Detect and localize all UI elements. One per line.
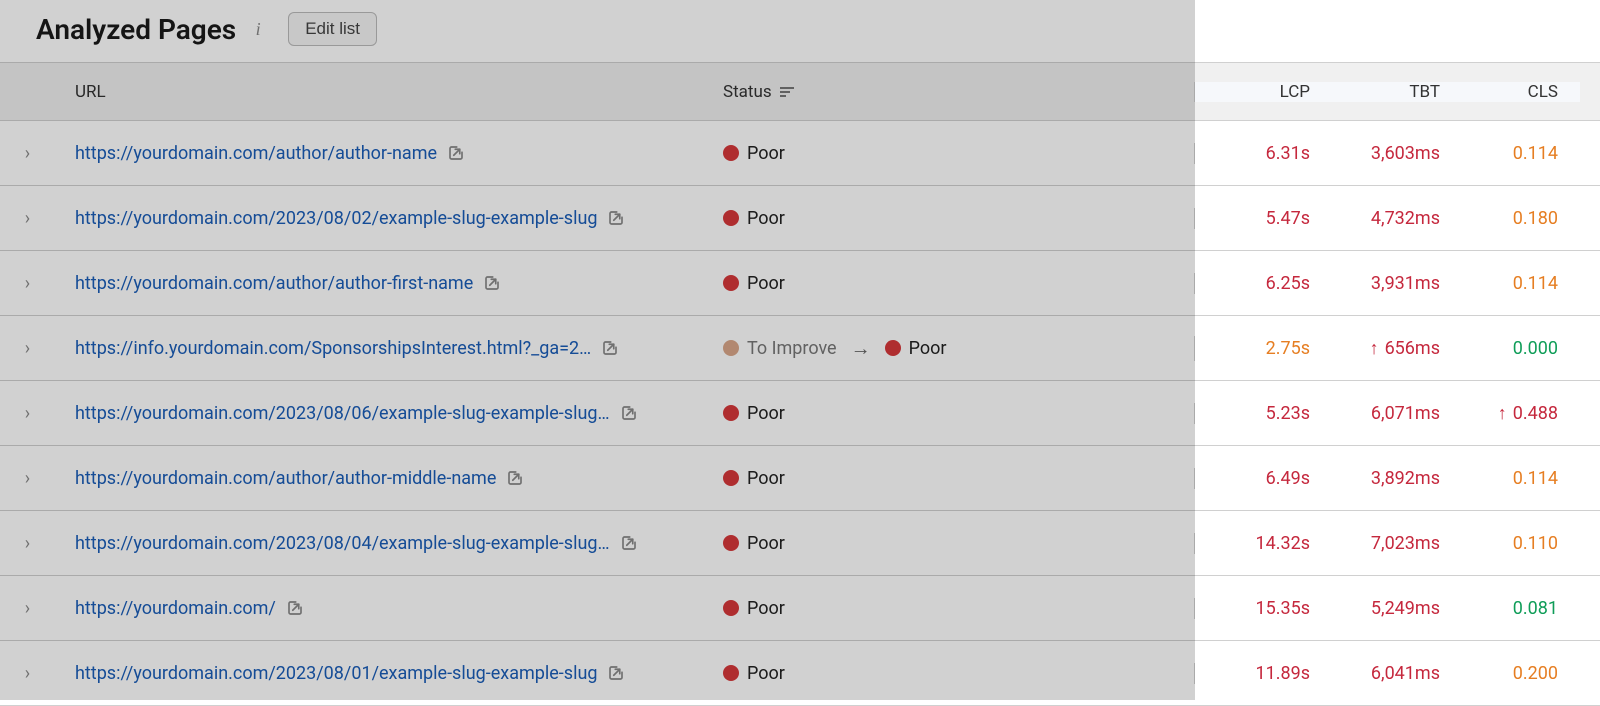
col-header-tbt[interactable]: TBT — [1320, 82, 1450, 102]
status-prev-label: To Improve — [747, 338, 837, 359]
table-row: › https://yourdomain.com/author/author-fi… — [0, 251, 1600, 316]
metric-value: 7,023ms — [1320, 533, 1450, 554]
col-header-lcp[interactable]: LCP — [1195, 82, 1320, 102]
chevron-right-icon[interactable]: › — [25, 663, 30, 684]
metric-value: 3,931ms — [1320, 273, 1450, 294]
page-url-link[interactable]: https://yourdomain.com/2023/08/01/exampl… — [75, 663, 597, 684]
page-url-link[interactable]: https://yourdomain.com/author/author-fir… — [75, 273, 473, 294]
chevron-right-icon[interactable]: › — [25, 208, 30, 229]
status-label: Poor — [747, 533, 785, 554]
external-link-icon[interactable] — [607, 664, 625, 682]
chevron-right-icon[interactable]: › — [25, 598, 30, 619]
metric-value: 6,041ms — [1320, 663, 1450, 684]
metric-value: 6.49s — [1195, 468, 1320, 489]
metric-value: 5.47s — [1195, 208, 1320, 229]
chevron-right-icon[interactable]: › — [25, 403, 30, 424]
metric-value: 11.89s — [1195, 663, 1320, 684]
chevron-right-icon[interactable]: › — [25, 143, 30, 164]
status-dot — [885, 340, 901, 356]
metric-value: 2.75s — [1195, 338, 1320, 359]
status-dot — [723, 275, 739, 291]
arrow-up-icon: ↑ — [1498, 403, 1507, 424]
metric-value: 6.25s — [1195, 273, 1320, 294]
table-row: › https://yourdomain.com/author/author-na… — [0, 121, 1600, 186]
status-dot — [723, 210, 739, 226]
metric-value: 4,732ms — [1320, 208, 1450, 229]
status-dot — [723, 145, 739, 161]
external-link-icon[interactable] — [483, 274, 501, 292]
metric-value: 15.35s — [1195, 598, 1320, 619]
external-link-icon[interactable] — [286, 599, 304, 617]
table-row: › https://yourdomain.com/2023/08/04/examp… — [0, 511, 1600, 576]
chevron-right-icon[interactable]: › — [25, 273, 30, 294]
metric-value: 0.114 — [1450, 273, 1580, 294]
metric-value: 0.114 — [1450, 143, 1580, 164]
status-label: Poor — [747, 468, 785, 489]
table-row: › https://yourdomain.com/2023/08/01/examp… — [0, 641, 1600, 706]
page-url-link[interactable]: https://yourdomain.com/author/author-mid… — [75, 468, 496, 489]
table-header-row: URL Status LCP TBT CLS — [0, 63, 1600, 121]
status-label: Poor — [747, 143, 785, 164]
page-title: Analyzed Pages — [36, 13, 236, 46]
metric-value: 0.114 — [1450, 468, 1580, 489]
metric-value: 656ms — [1385, 338, 1440, 359]
status-dot — [723, 600, 739, 616]
metric-value: 0.081 — [1450, 598, 1580, 619]
col-header-status[interactable]: Status — [715, 82, 1195, 102]
metric-value: 0.488 — [1513, 403, 1558, 424]
col-header-cls[interactable]: CLS — [1450, 82, 1580, 102]
external-link-icon[interactable] — [601, 339, 619, 357]
status-label: Poor — [747, 208, 785, 229]
page-url-link[interactable]: https://yourdomain.com/2023/08/06/exampl… — [75, 403, 610, 424]
external-link-icon[interactable] — [620, 534, 638, 552]
page-url-link[interactable]: https://yourdomain.com/author/author-nam… — [75, 143, 437, 164]
status-label: Poor — [747, 273, 785, 294]
external-link-icon[interactable] — [607, 209, 625, 227]
status-dot — [723, 535, 739, 551]
table-row: › https://info.yourdomain.com/Sponsorship… — [0, 316, 1600, 381]
metric-value: 6.31s — [1195, 143, 1320, 164]
status-dot — [723, 665, 739, 681]
arrow-right-icon: → — [851, 336, 871, 361]
metric-value: 6,071ms — [1320, 403, 1450, 424]
metric-value: 0.180 — [1450, 208, 1580, 229]
status-dot — [723, 405, 739, 421]
metric-value: 0.200 — [1450, 663, 1580, 684]
chevron-right-icon[interactable]: › — [25, 338, 30, 359]
chevron-right-icon[interactable]: › — [25, 533, 30, 554]
page-url-link[interactable]: https://yourdomain.com/ — [75, 598, 276, 619]
sort-icon — [780, 87, 794, 97]
external-link-icon[interactable] — [620, 404, 638, 422]
external-link-icon[interactable] — [506, 469, 524, 487]
status-label: Poor — [747, 403, 785, 424]
page-url-link[interactable]: https://yourdomain.com/2023/08/04/exampl… — [75, 533, 610, 554]
info-icon[interactable]: i — [248, 19, 268, 39]
col-header-url[interactable]: URL — [55, 82, 715, 102]
metric-value: 3,892ms — [1320, 468, 1450, 489]
status-label: Poor — [747, 663, 785, 684]
page-url-link[interactable]: https://yourdomain.com/2023/08/02/exampl… — [75, 208, 597, 229]
status-dot — [723, 340, 739, 356]
metric-value: 0.000 — [1450, 338, 1580, 359]
status-label: Poor — [909, 338, 947, 359]
page-url-link[interactable]: https://info.yourdomain.com/Sponsorships… — [75, 338, 591, 359]
panel-header: Analyzed Pages i Edit list — [0, 0, 1600, 62]
external-link-icon[interactable] — [447, 144, 465, 162]
table-row: › https://yourdomain.com/Poor 15.35s5,249m… — [0, 576, 1600, 641]
metric-value: 5,249ms — [1320, 598, 1450, 619]
arrow-up-icon: ↑ — [1370, 338, 1379, 359]
table-row: › https://yourdomain.com/2023/08/06/examp… — [0, 381, 1600, 446]
chevron-right-icon[interactable]: › — [25, 468, 30, 489]
metric-value: 0.110 — [1450, 533, 1580, 554]
table-row: › https://yourdomain.com/author/author-mi… — [0, 446, 1600, 511]
pages-table: URL Status LCP TBT CLS › https://yourdoma… — [0, 62, 1600, 706]
metric-value: 5.23s — [1195, 403, 1320, 424]
status-label: Poor — [747, 598, 785, 619]
table-row: › https://yourdomain.com/2023/08/02/examp… — [0, 186, 1600, 251]
status-dot — [723, 470, 739, 486]
analyzed-pages-panel: Analyzed Pages i Edit list URL Status LC… — [0, 0, 1600, 700]
metric-value: 3,603ms — [1320, 143, 1450, 164]
edit-list-button[interactable]: Edit list — [288, 12, 377, 46]
metric-value: 14.32s — [1195, 533, 1320, 554]
